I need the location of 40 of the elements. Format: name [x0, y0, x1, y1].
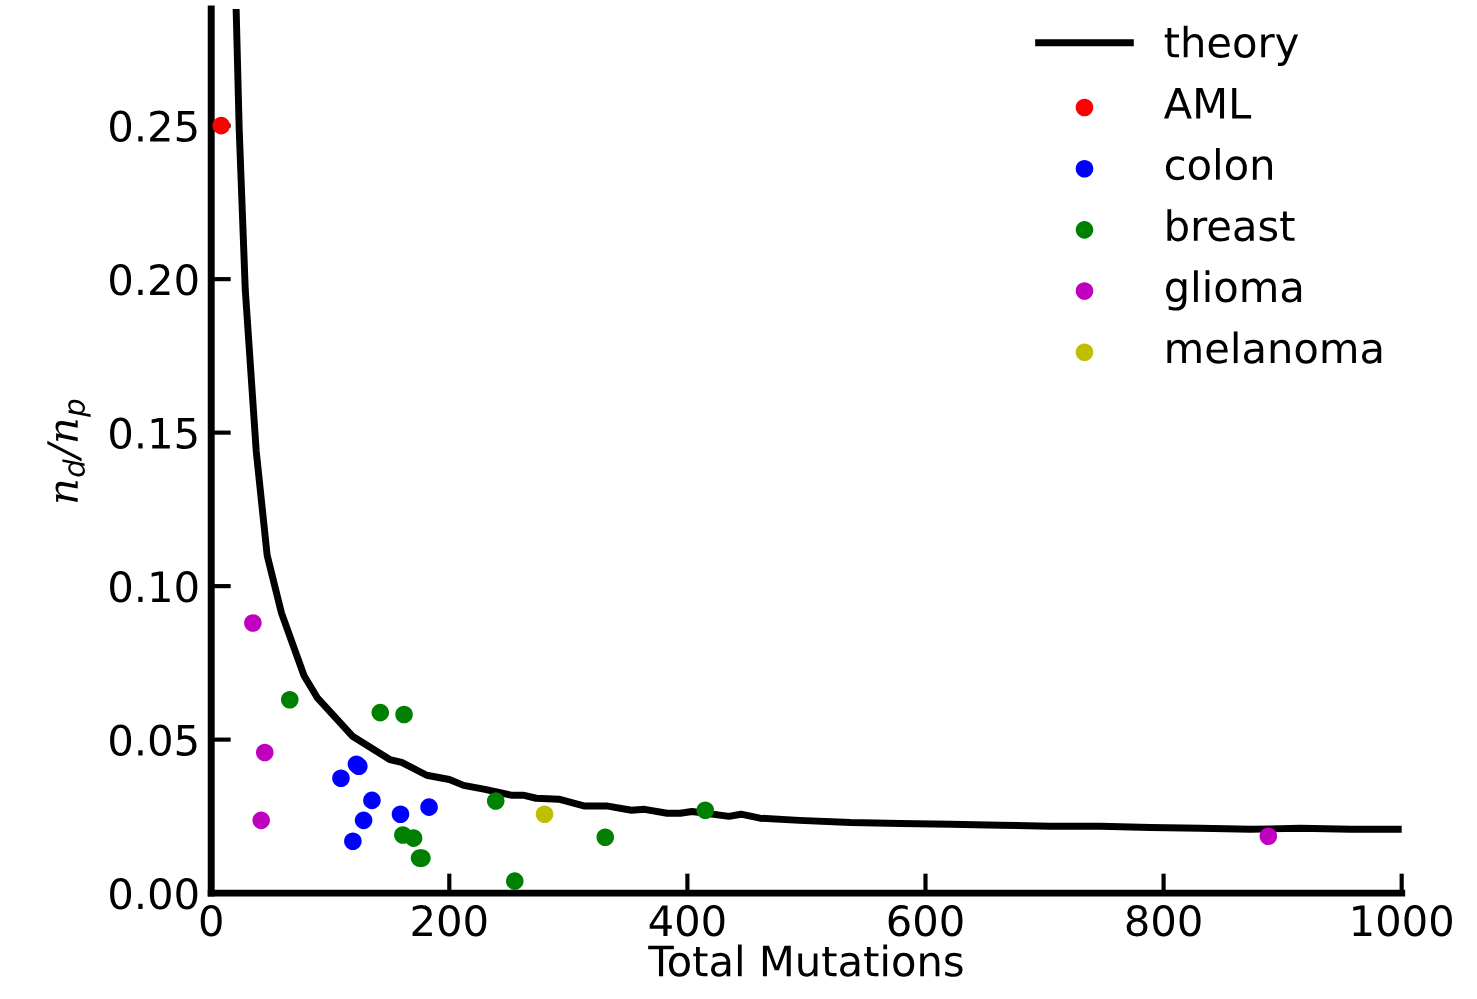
- point: [535, 805, 554, 823]
- x-tick-label: 400: [649, 904, 725, 937]
- legend-label: colon: [1165, 147, 1272, 181]
- legend-label: AML: [1163, 88, 1252, 119]
- point: [332, 769, 350, 788]
- x-tick-label: 0: [200, 904, 222, 937]
- y-tick-label: 0.10: [110, 571, 198, 603]
- point: [420, 798, 438, 816]
- y-tick-label: 0.20: [110, 264, 198, 296]
- point: [404, 829, 423, 847]
- point: [486, 792, 505, 810]
- point: [506, 872, 524, 890]
- y-tick-label: 0.25: [110, 110, 197, 143]
- x-tick-label: 600: [888, 904, 963, 937]
- legend-label: glioma: [1165, 270, 1302, 311]
- legend-label: melanoma: [1167, 331, 1382, 364]
- point: [696, 801, 715, 819]
- point: [371, 703, 390, 722]
- point: [244, 614, 262, 632]
- point: [363, 791, 381, 810]
- point: [354, 811, 373, 830]
- point: [1259, 827, 1278, 846]
- x-tick-label: 800: [1126, 904, 1201, 937]
- x-tick-label: 200: [412, 904, 487, 937]
- point: [391, 805, 410, 823]
- point: [256, 743, 274, 762]
- point: [252, 811, 270, 830]
- y-axis-title: n$_{d}$/n$_{p}$: [47, 399, 91, 503]
- point: [281, 690, 299, 709]
- y-tick-label: 0.05: [110, 724, 197, 757]
- point: [212, 116, 230, 135]
- point: [395, 705, 413, 724]
- y-tick-label: 0.00: [110, 878, 198, 910]
- legend-label: theory: [1164, 25, 1299, 66]
- legend-label: breast: [1167, 209, 1295, 242]
- x-axis-title: Total Mutations: [648, 944, 963, 977]
- point: [344, 832, 362, 851]
- x-tick-label: 1000: [1353, 904, 1452, 937]
- y-tick-label: 0.15: [110, 417, 197, 450]
- point: [596, 828, 615, 847]
